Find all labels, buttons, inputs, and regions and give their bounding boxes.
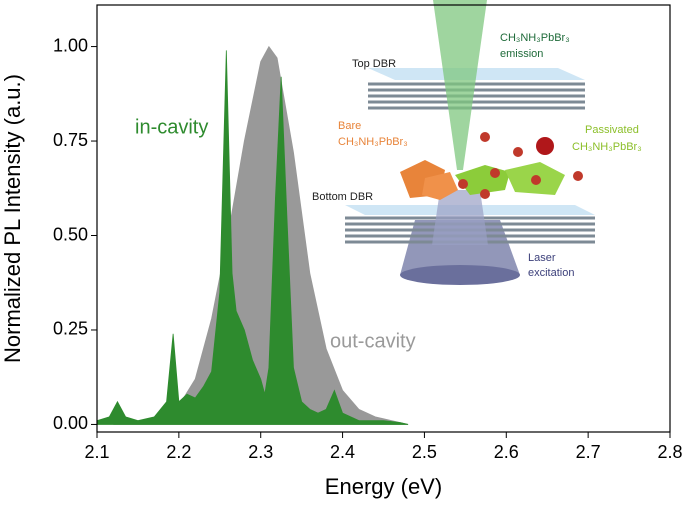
y-tick-label: 1.00 [53, 35, 88, 55]
inset-label: excitation [528, 267, 574, 279]
area [96, 50, 409, 425]
laser-cone-base [400, 265, 520, 285]
x-tick-label: 2.2 [166, 442, 191, 462]
laser-beam [432, 190, 488, 245]
series-label: in-cavity [135, 116, 208, 138]
y-tick-label: 0.25 [53, 319, 88, 339]
plot-area [96, 45, 409, 425]
series-label: out-cavity [330, 330, 416, 352]
x-tick-label: 2.7 [576, 442, 601, 462]
inset-label: emission [500, 48, 543, 60]
top-dbr [368, 82, 585, 110]
laser-cone [400, 220, 520, 275]
inset-label: Laser [528, 252, 556, 264]
y-axis-label: Normalized PL Intensity (a.u.) [0, 74, 25, 363]
x-tick-label: 2.8 [657, 442, 682, 462]
inset-label: Top DBR [352, 58, 396, 70]
x-tick-label: 2.4 [330, 442, 355, 462]
y-tick-label: 0.75 [53, 130, 88, 150]
inset-label: Passivated [585, 124, 639, 136]
x-tick-label: 2.3 [248, 442, 273, 462]
inset-label: Bottom DBR [312, 191, 373, 203]
passivated-crystals [455, 162, 565, 195]
bare-crystals [400, 160, 458, 200]
x-tick-label: 2.1 [84, 442, 109, 462]
x-tick-label: 2.5 [412, 442, 437, 462]
inset-label: CH₃NH₃PbBr₃ [500, 32, 570, 44]
emission-cone [433, 0, 487, 170]
y-tick-label: 0.00 [53, 413, 88, 433]
inset-schematic [345, 0, 595, 285]
x-axis-label: Energy (eV) [325, 474, 442, 499]
x-tick-label: 2.6 [494, 442, 519, 462]
y-tick-label: 0.50 [53, 224, 88, 244]
inset-label: CH₃NH₃PbBr₃ [338, 136, 408, 148]
water-molecules [458, 132, 583, 199]
plot-frame [96, 4, 671, 433]
inset-label: CH₃NH₃PbBr₃ [572, 141, 642, 153]
inset-label: Bare [338, 120, 361, 132]
